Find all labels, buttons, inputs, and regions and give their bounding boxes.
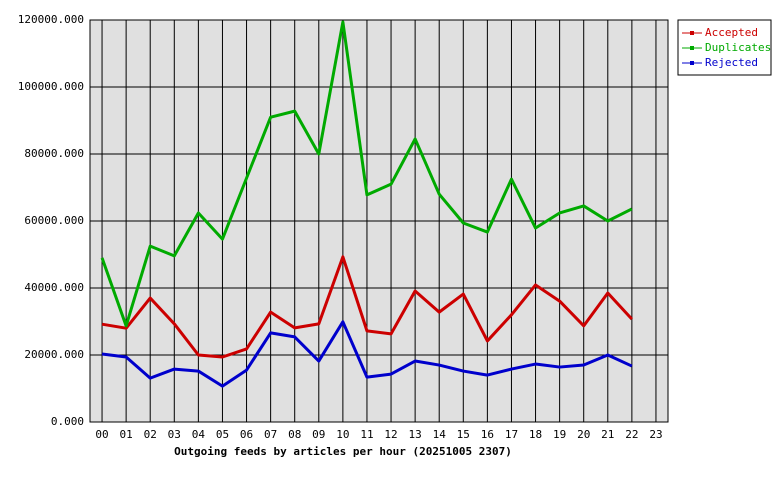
- y-tick-label: 120000.000: [18, 13, 84, 26]
- legend-marker: [690, 31, 694, 35]
- x-tick-label: 21: [601, 428, 614, 441]
- x-tick-label: 01: [120, 428, 133, 441]
- x-tick-label: 04: [192, 428, 206, 441]
- x-tick-label: 22: [625, 428, 638, 441]
- x-tick-label: 14: [433, 428, 447, 441]
- x-tick-label: 08: [288, 428, 301, 441]
- y-tick-label: 40000.000: [24, 281, 84, 294]
- x-tick-label: 12: [384, 428, 397, 441]
- y-tick-label: 0.000: [51, 415, 84, 428]
- x-tick-label: 07: [264, 428, 277, 441]
- x-tick-label: 10: [336, 428, 349, 441]
- x-tick-label: 05: [216, 428, 229, 441]
- x-tick-label: 00: [95, 428, 108, 441]
- y-tick-label: 60000.000: [24, 214, 84, 227]
- x-tick-label: 18: [529, 428, 542, 441]
- legend-marker: [690, 61, 694, 65]
- legend-label: Accepted: [705, 26, 758, 39]
- x-tick-label: 06: [240, 428, 253, 441]
- x-tick-label: 16: [481, 428, 494, 441]
- x-tick-label: 23: [649, 428, 662, 441]
- x-tick-label: 19: [553, 428, 566, 441]
- y-tick-label: 100000.000: [18, 80, 84, 93]
- y-tick-label: 80000.000: [24, 147, 84, 160]
- series-line: [101, 255, 633, 359]
- x-tick-label: 02: [144, 428, 157, 441]
- series-line: [101, 320, 633, 388]
- x-tick-label: 20: [577, 428, 590, 441]
- legend-label: Rejected: [705, 56, 758, 69]
- y-tick-label: 20000.000: [24, 348, 84, 361]
- chart-title: Outgoing feeds by articles per hour (202…: [174, 445, 512, 458]
- x-tick-label: 03: [168, 428, 181, 441]
- x-tick-label: 09: [312, 428, 325, 441]
- x-tick-label: 13: [409, 428, 422, 441]
- x-tick-label: 17: [505, 428, 518, 441]
- x-tick-label: 15: [457, 428, 470, 441]
- legend-marker: [690, 46, 694, 50]
- x-tick-label: 11: [360, 428, 373, 441]
- series-line: [100, 20, 633, 328]
- legend-label: Duplicates: [705, 41, 771, 54]
